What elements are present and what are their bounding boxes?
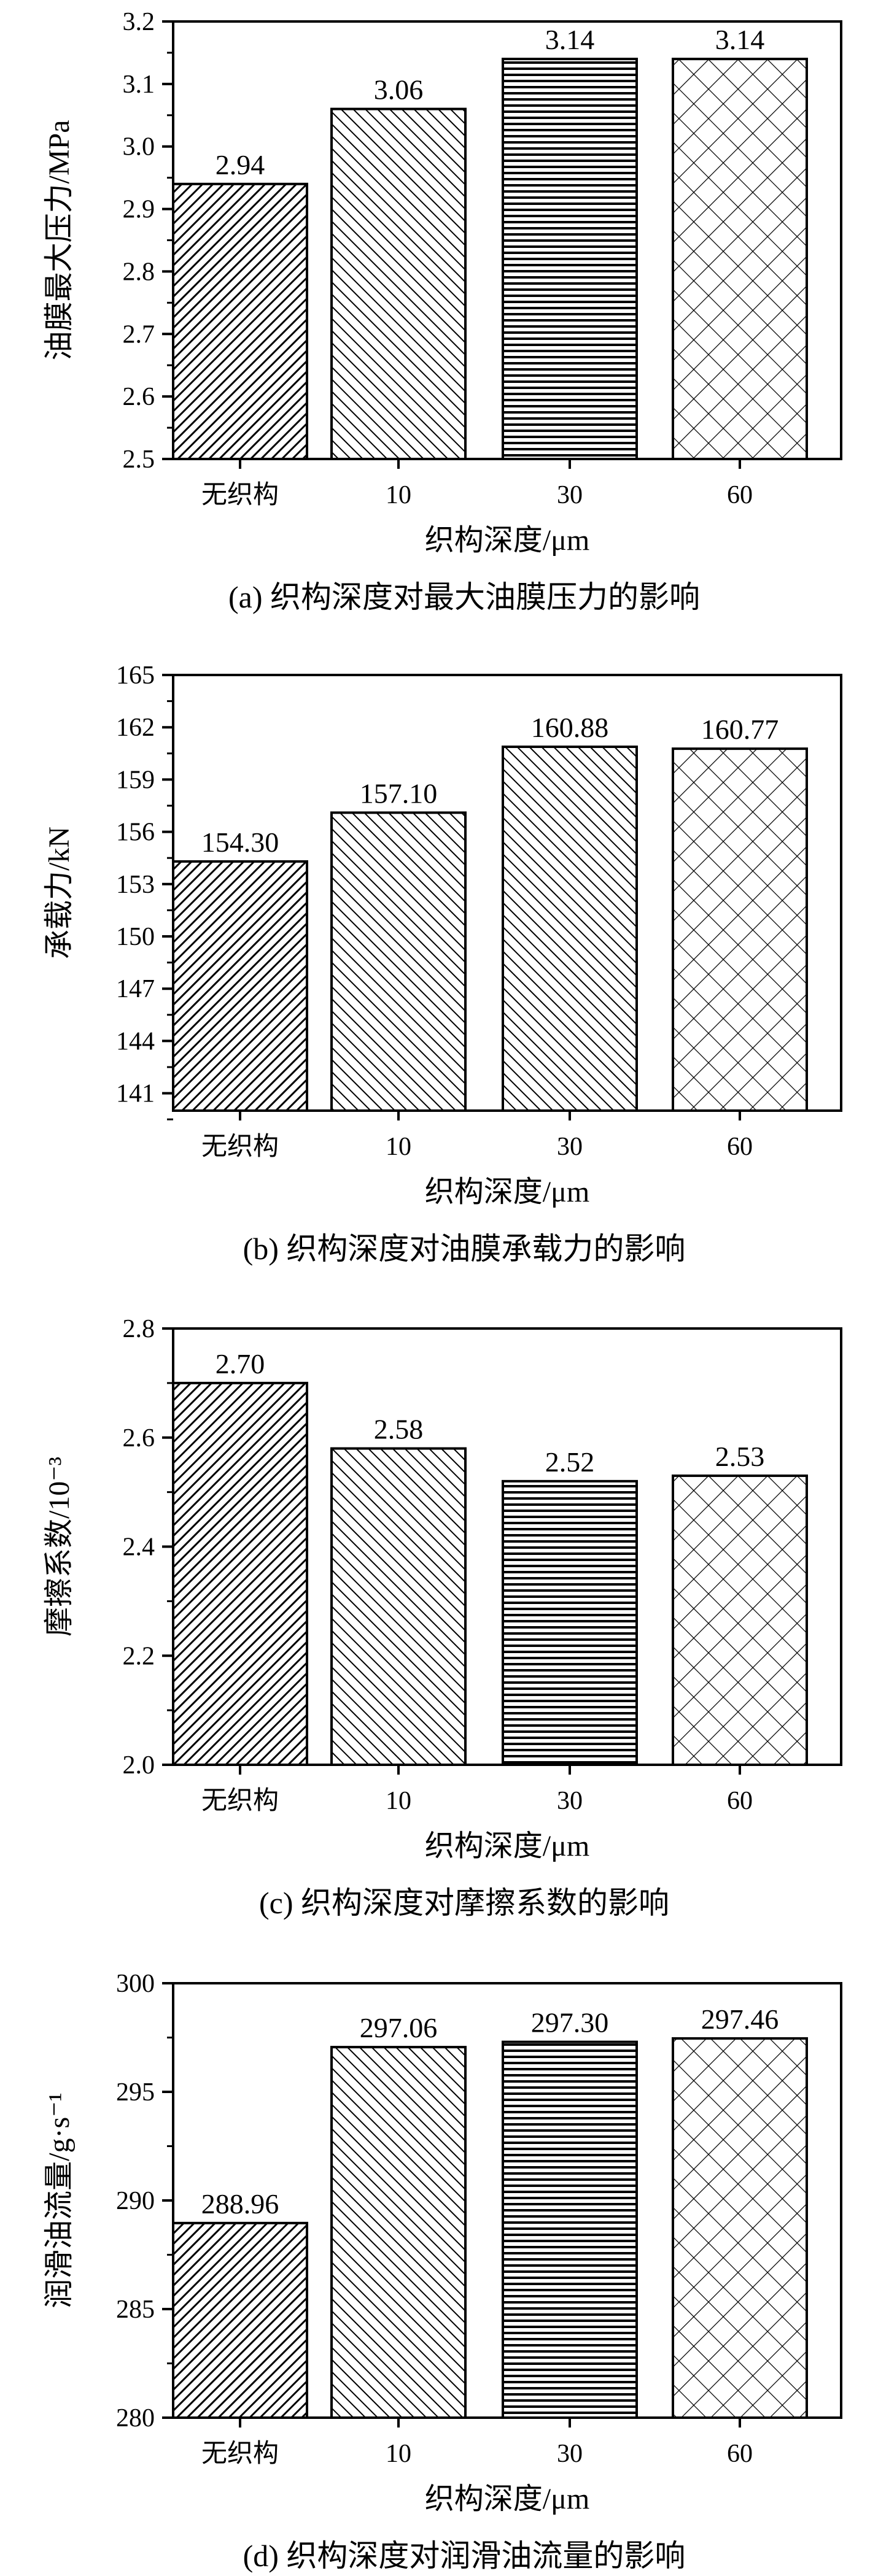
chart-c-bar-2 xyxy=(330,1447,467,1766)
chart-c-ytick-label-5: 2.8 xyxy=(123,1315,155,1343)
chart-d-xtick-label-4: 60 xyxy=(727,2440,753,2468)
chart-b-ylabel: 承载力/kN xyxy=(43,827,76,959)
chart-b-bar-3 xyxy=(502,746,638,1113)
chart-d-ytick-label-3: 290 xyxy=(116,2187,155,2215)
chart-a-ytick-label-6: 3.0 xyxy=(123,133,155,161)
chart-a-caption: (a) 织构深度对最大油膜压力的影响 xyxy=(228,580,700,614)
chart-c-bar-4 xyxy=(672,1474,808,1766)
chart-b-ytick-label-2: 144 xyxy=(116,1027,155,1055)
chart-a-ytick-label-8: 3.2 xyxy=(123,8,155,36)
chart-a-xlabel: 织构深度/μm xyxy=(425,524,589,557)
chart-a-bar-1 xyxy=(172,182,308,460)
chart-c-caption: (c) 织构深度对摩擦系数的影响 xyxy=(259,1886,669,1920)
chart-c-xtick-label-1: 无织构 xyxy=(201,1787,279,1815)
chart-c-ytick-label-2: 2.2 xyxy=(123,1642,155,1670)
chart-c-data-label-4: 2.53 xyxy=(715,1441,765,1472)
chart-a-ytick-label-2: 2.6 xyxy=(123,383,155,411)
chart-a-bar-2 xyxy=(330,107,467,461)
chart-d-bar-4 xyxy=(672,2037,808,2419)
chart-c-ylabel: 摩擦系数/10⁻³ xyxy=(43,1457,76,1637)
chart-b-data-label-1: 154.30 xyxy=(201,827,279,858)
chart-d-xtick-label-3: 30 xyxy=(557,2440,583,2468)
chart-a-ytick-label-5: 2.9 xyxy=(123,196,155,224)
chart-d-xlabel: 织构深度/μm xyxy=(425,2483,589,2515)
chart-b-xtick-label-3: 30 xyxy=(557,1133,583,1161)
chart-b-ytick-label-9: 165 xyxy=(116,661,155,690)
chart-d-ylabel: 润滑油流量/g·s⁻¹ xyxy=(43,2092,76,2308)
chart-d-data-label-1: 288.96 xyxy=(201,2188,279,2219)
chart-a-xtick-label-2: 10 xyxy=(386,481,411,509)
chart-c-bar-1 xyxy=(172,1381,308,1766)
chart-c-ytick-label-3: 2.4 xyxy=(123,1533,155,1562)
chart-a-ytick-label-7: 3.1 xyxy=(123,71,155,99)
chart-d-data-label-4: 297.46 xyxy=(701,2003,779,2035)
chart-c-ytick-label-4: 2.6 xyxy=(123,1424,155,1452)
chart-b-xtick-label-1: 无织构 xyxy=(201,1133,279,1161)
chart-a-data-label-4: 3.14 xyxy=(715,24,765,55)
chart-a: 2.94 3.06 3.14 3.14 2.5 2.6 2.7 2.8 2.9 3.0 3.1 3.2… xyxy=(43,8,842,614)
chart-b-xtick-label-4: 60 xyxy=(727,1133,753,1161)
chart-d-bar-3 xyxy=(502,2040,638,2420)
chart-b-data-label-2: 157.10 xyxy=(360,777,438,809)
chart-a-ylabel: 油膜最大压力/MPa xyxy=(43,120,76,360)
chart-a-ytick-label-4: 2.8 xyxy=(123,258,155,286)
chart-a-bar-3 xyxy=(502,58,638,461)
chart-a-data-label-2: 3.06 xyxy=(374,74,424,106)
chart-b-bar-1 xyxy=(172,860,308,1112)
chart-d-data-label-3: 297.30 xyxy=(531,2007,609,2038)
chart-b-ytick-label-4: 150 xyxy=(116,923,155,951)
chart-b-data-label-3: 160.88 xyxy=(531,712,609,743)
chart-c-xtick-label-3: 30 xyxy=(557,1787,583,1815)
chart-b-ytick-label-8: 162 xyxy=(116,714,155,742)
chart-b-bar-4 xyxy=(672,747,808,1112)
chart-b-ytick-label-1: 141 xyxy=(116,1080,155,1108)
chart-b-ytick-label-3: 147 xyxy=(116,975,155,1003)
chart-d-caption: (d) 织构深度对润滑油流量的影响 xyxy=(243,2539,686,2573)
chart-b-xtick-label-2: 10 xyxy=(386,1133,411,1161)
chart-b-caption: (b) 织构深度对油膜承载力的影响 xyxy=(243,1232,686,1266)
chart-c-data-label-1: 2.70 xyxy=(216,1348,265,1379)
chart-c-bar-3 xyxy=(502,1479,638,1767)
chart-c-xtick-label-4: 60 xyxy=(727,1787,753,1815)
chart-b-data-label-4: 160.77 xyxy=(701,714,779,745)
chart-a-data-label-1: 2.94 xyxy=(216,149,265,180)
chart-d-data-label-2: 297.06 xyxy=(360,2012,438,2043)
chart-b-ytick-label-7: 159 xyxy=(116,766,155,794)
chart-a-ytick-label-3: 2.7 xyxy=(123,320,155,349)
chart-a-ytick-label-1: 2.5 xyxy=(123,445,155,474)
chart-b-frame xyxy=(172,674,842,1112)
chart-c-data-label-3: 2.52 xyxy=(545,1446,595,1478)
chart-a-xtick-label-1: 无织构 xyxy=(201,481,279,509)
chart-b-bar-2 xyxy=(330,811,467,1112)
chart-b-xlabel: 织构深度/μm xyxy=(425,1176,589,1208)
chart-b-ytick-label-5: 153 xyxy=(116,871,155,899)
chart-c-ytick-label-1: 2.0 xyxy=(123,1751,155,1780)
chart-d-bar-2 xyxy=(330,2046,467,2419)
chart-c-xtick-label-2: 10 xyxy=(386,1787,411,1815)
chart-d-ytick-label-1: 280 xyxy=(116,2404,155,2432)
chart-b-ytick-label-6: 156 xyxy=(116,819,155,847)
chart-c: 2.70 2.58 2.52 2.53 2.0 2.2 2.4 2.6 2.8 无织构 10 30 60… xyxy=(43,1315,842,1920)
chart-d-xtick-label-2: 10 xyxy=(386,2440,411,2468)
chart-a-xtick-label-3: 30 xyxy=(557,481,583,509)
chart-a-data-label-3: 3.14 xyxy=(545,24,595,55)
chart-a-xtick-label-4: 60 xyxy=(727,481,753,509)
chart-d-xtick-label-1: 无织构 xyxy=(201,2440,279,2468)
chart-d-ytick-label-4: 295 xyxy=(116,2078,155,2107)
chart-c-xlabel: 织构深度/μm xyxy=(425,1830,589,1862)
chart-d: 288.96 297.06 297.30 297.46 280 285 290 295 300 无… xyxy=(43,1970,842,2573)
chart-b: 154.30 157.10 160.88 160.77 141 144 147 150 153 1… xyxy=(43,661,842,1266)
chart-d-ytick-label-2: 285 xyxy=(116,2296,155,2324)
chart-d-ytick-label-5: 300 xyxy=(116,1970,155,1998)
chart-d-bar-1 xyxy=(172,2221,308,2419)
chart-c-data-label-2: 2.58 xyxy=(374,1414,424,1445)
chart-a-bar-4 xyxy=(672,58,808,461)
